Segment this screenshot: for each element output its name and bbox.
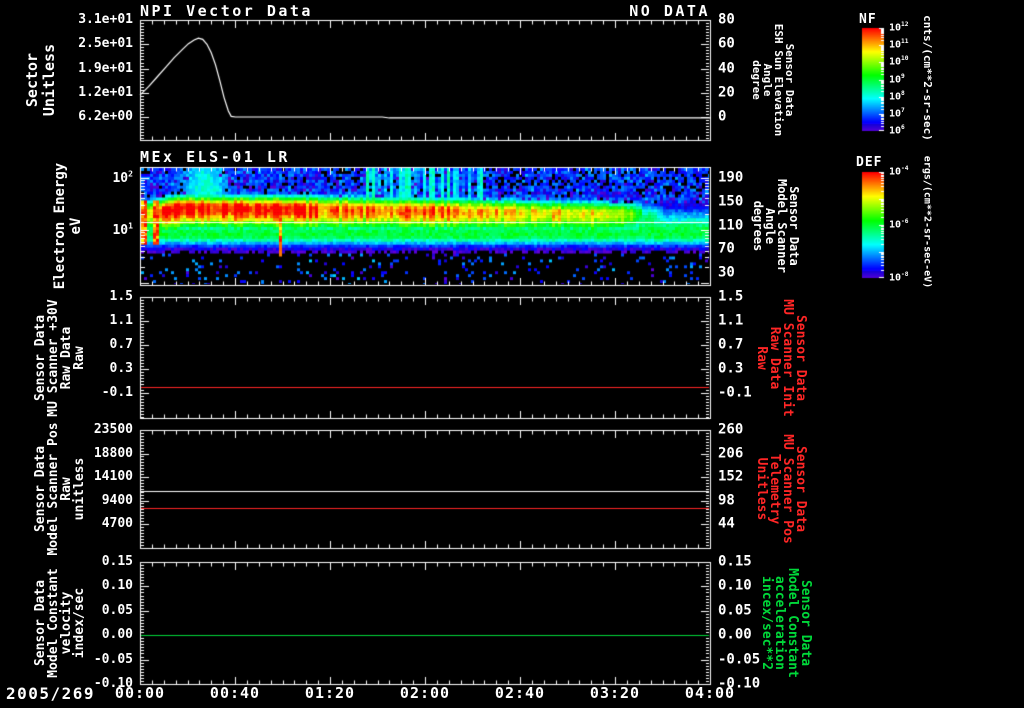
y-tick-label: 40 — [718, 60, 735, 77]
y-tick-label: 14100 — [93, 469, 133, 485]
def-colorbar-title: DEF — [856, 155, 883, 170]
y-tick-label: 3.1e+01 — [78, 12, 133, 28]
def-colorbar-tick-label: 10-8 — [889, 271, 909, 284]
panel5-left-axis-label: Sensor Data Model Constant velocity inde… — [33, 568, 87, 678]
y-tick-label: 0.00 — [101, 627, 133, 643]
y-tick-label: 0 — [718, 108, 727, 125]
nf-colorbar-tick-label: 1011 — [889, 38, 909, 51]
time-tick-label: 00:40 — [209, 684, 261, 703]
y-tick-label: 23500 — [93, 422, 133, 438]
time-tick-label: 02:00 — [399, 684, 451, 703]
y-tick-label: 152 — [718, 468, 744, 485]
y-tick-label: 0.10 — [718, 578, 752, 595]
y-tick-label: 102 — [112, 169, 133, 186]
nf-colorbar-title: NF — [859, 12, 877, 27]
y-tick-label: -0.1 — [718, 384, 752, 401]
panel3-left-axis-label: Sensor Data MU Scanner +30V Raw Data Raw — [33, 298, 87, 417]
y-tick-label: 0.3 — [718, 360, 744, 377]
y-tick-label: 70 — [718, 240, 735, 257]
y-tick-label: 0.3 — [109, 361, 133, 377]
panel2-left-axis-label: Electron Energy eV — [52, 162, 84, 290]
time-tick-label: 03:20 — [589, 684, 641, 703]
panel1-left-axis-label: Sector Unitless — [23, 43, 58, 117]
nf-colorbar-tick-label: 107 — [889, 106, 905, 120]
def-colorbar-unit: ergs/(cm**2-sr-sec-eV) — [921, 155, 933, 289]
y-tick-label: 30 — [718, 264, 735, 281]
nf-colorbar-tick-label: 108 — [889, 89, 905, 103]
panel1-title: NPI Vector Data — [140, 2, 313, 20]
nf-colorbar-tick-label: 1010 — [889, 55, 909, 68]
y-tick-label: 0.15 — [718, 553, 752, 570]
nf-colorbar-tick-label: 106 — [889, 124, 905, 137]
time-tick-label: 02:40 — [494, 684, 546, 703]
y-tick-label: 44 — [718, 515, 735, 532]
y-tick-label: 0.7 — [109, 337, 133, 353]
y-tick-label: 6.2e+00 — [78, 109, 133, 125]
y-tick-label: 1.9e+01 — [78, 60, 133, 76]
time-tick-label: 01:20 — [304, 684, 356, 703]
y-tick-label: 18800 — [93, 445, 133, 461]
y-tick-label: 60 — [718, 35, 735, 52]
panel2-right-axis-label: Sensor Data Model Scanner Angle degrees — [751, 179, 801, 273]
y-tick-label: 4700 — [101, 516, 133, 532]
time-tick-label: 04:00 — [684, 684, 736, 703]
panel2-title: MEx ELS-01 LR — [140, 148, 290, 166]
y-tick-label: 260 — [718, 421, 744, 438]
y-tick-label: 101 — [112, 221, 133, 238]
y-tick-label: 0.7 — [718, 336, 744, 353]
panel5-right-axis-label: Sensor Data Model Constant acceleration … — [759, 568, 813, 678]
y-tick-label: 110 — [718, 217, 744, 234]
y-tick-label: 0.05 — [718, 602, 752, 619]
nf-colorbar-tick-label: 109 — [889, 72, 905, 85]
panel4-right-axis-label: Sensor Data MU Scanner Pos Telemetry Uni… — [754, 434, 808, 544]
y-tick-label: 1.2e+01 — [78, 84, 133, 100]
panel1-no-data-label: NO DATA — [629, 2, 710, 20]
y-tick-label: 80 — [718, 11, 735, 28]
y-tick-label: 1.1 — [718, 312, 744, 329]
y-tick-label: 0.05 — [101, 602, 133, 618]
y-tick-label: -0.1 — [101, 385, 133, 401]
y-tick-label: 9400 — [101, 492, 133, 508]
time-tick-label: 00:00 — [114, 684, 166, 703]
y-tick-label: 98 — [718, 492, 735, 509]
y-tick-label: 0.10 — [101, 578, 133, 594]
y-tick-label: 2.5e+01 — [78, 36, 133, 52]
panel1-right-axis-label: Sensor Data ESH Sun Elevation Angle degr… — [750, 23, 796, 137]
y-tick-label: 1.1 — [109, 313, 133, 329]
y-tick-label: 150 — [718, 193, 744, 210]
y-tick-label: 206 — [718, 445, 744, 462]
y-tick-label: 0.00 — [718, 626, 752, 643]
panel3-right-axis-label: Sensor Data MU Scanner Init Raw Data Raw — [754, 298, 808, 417]
y-tick-label: 1.5 — [109, 289, 133, 305]
panel4-left-axis-label: Sensor Data Model Scanner Pos Raw unitle… — [33, 422, 87, 556]
y-tick-label: -0.10 — [718, 675, 761, 692]
y-tick-label: -0.05 — [718, 651, 761, 668]
y-tick-label: 190 — [718, 169, 744, 186]
y-tick-label: -0.05 — [93, 651, 133, 667]
date-label: 2005/269 — [6, 684, 96, 703]
nf-colorbar-tick-label: 1012 — [889, 21, 909, 34]
nf-colorbar-unit: cnts/(cm**2-sr-sec) — [921, 15, 934, 141]
y-tick-label: 20 — [718, 84, 735, 101]
y-tick-label: -0.10 — [93, 676, 133, 692]
def-colorbar-tick-label: 10-6 — [889, 218, 909, 231]
y-tick-label: 0.15 — [101, 554, 133, 570]
y-tick-label: 1.5 — [718, 288, 744, 305]
def-colorbar-tick-label: 10-4 — [889, 165, 909, 178]
